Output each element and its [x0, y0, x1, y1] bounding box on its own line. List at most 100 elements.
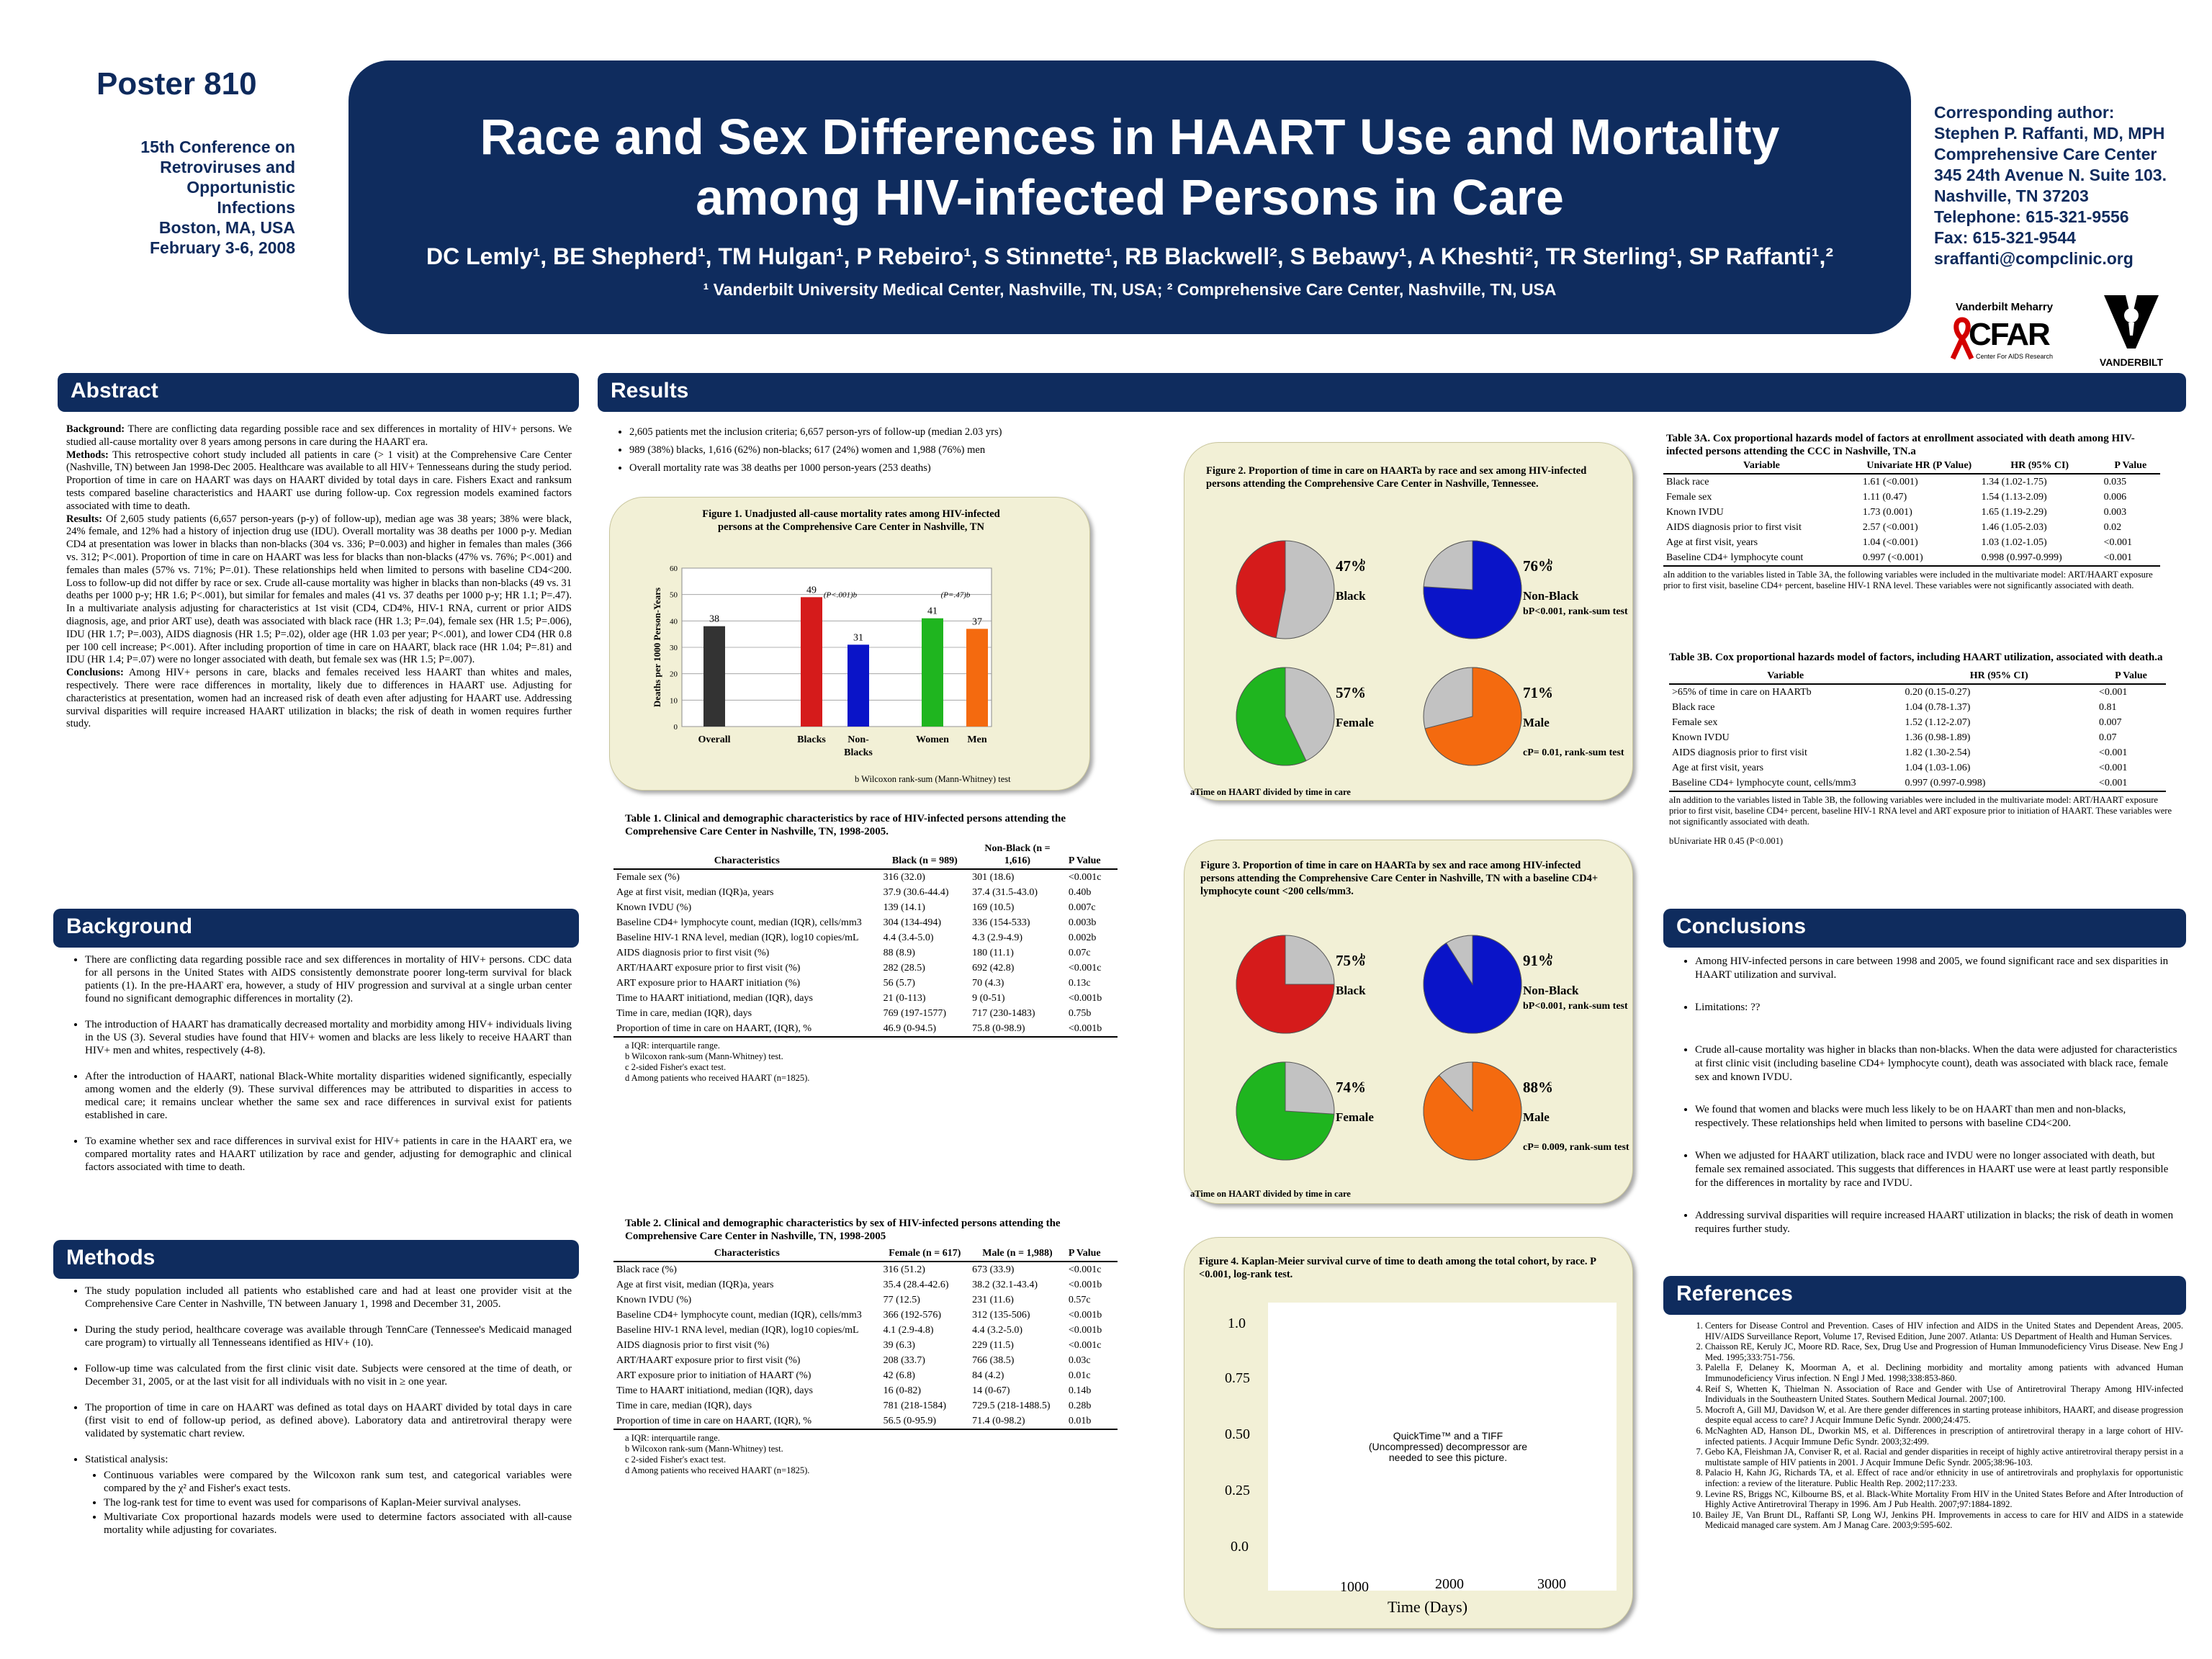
list-item: Overall mortality rate was 38 deaths per… — [629, 459, 1122, 477]
table-cell: 1.04 (1.03-1.06) — [1905, 763, 1971, 773]
table-cell: 0.007c — [1068, 902, 1096, 913]
list-item: Statistical analysis: Continuous variabl… — [85, 1453, 572, 1537]
table-cell: <0.001 — [2098, 687, 2128, 698]
table-row: Female sex 1.52 (1.12-2.07) 0.007 — [1669, 715, 2166, 730]
abstract-header: Abstract — [58, 373, 579, 412]
pie-group-label: Male — [1523, 716, 1550, 729]
reference-item: McNaghten AD, Hanson DL, Dworkin MS, et … — [1705, 1426, 2183, 1447]
table-cell: 139 (14.1) — [883, 902, 925, 913]
table-cell: 0.003b — [1068, 917, 1097, 928]
list-item: Continuous variables were compared by th… — [104, 1469, 572, 1495]
table-cell: 4.4 (3.4-5.0) — [883, 932, 934, 943]
list-item: Crude all-cause mortality was higher in … — [1695, 1043, 2180, 1084]
table-cell: 0.14b — [1068, 1385, 1092, 1396]
pie-percent-superscript: b — [1361, 951, 1366, 961]
reference-item: Centers for Disease Control and Preventi… — [1705, 1321, 2183, 1341]
table-cell: 0.20 (0.15-0.27) — [1905, 687, 1971, 698]
table-cell: 0.57c — [1068, 1295, 1091, 1305]
table-cell: 16 (0-82) — [883, 1385, 922, 1396]
pie-percent-superscript: c — [1548, 683, 1552, 693]
table-cell: 46.9 (0-94.5) — [880, 1021, 970, 1038]
table-cell: <0.001c — [1068, 1264, 1102, 1275]
bar-value-label: 49 — [806, 585, 817, 595]
table-cell: Proportion of time in care on HAART, (IQ… — [613, 1413, 881, 1430]
table-row: Age at first visit, median (IQR)a, years… — [613, 885, 1118, 900]
table-cell: <0.001 — [2098, 747, 2128, 758]
km-xaxis-title: Time (Days) — [1388, 1598, 1468, 1616]
figure1-chart: 0 10 20 30 40 50 60 Deaths per 1000 Person-Year… — [652, 565, 992, 758]
table-cell: 1.04 (<0.001) — [1862, 537, 1918, 548]
y-tick-label: 50 — [670, 591, 678, 600]
table-row: Black race (%) 316 (51.2) 673 (33.9) <0.001… — [613, 1262, 1118, 1277]
reference-item: Gebo KA, Fleishman JA, Conviser R, et al… — [1705, 1447, 2183, 1467]
table-cell: Age at first visit, years — [1672, 763, 1764, 773]
table-cell: Age at first visit, years — [1666, 537, 1758, 548]
table-cell: 88 (8.9) — [883, 948, 915, 958]
table-row: >65% of time in care on HAARTb 0.20 (0.15… — [1669, 684, 2166, 700]
y-tick-label: 60 — [670, 565, 678, 573]
table-row: Female sex (%) 316 (32.0) 301 (18.6) <0.001… — [613, 869, 1118, 885]
table-cell: 673 (33.9) — [972, 1264, 1015, 1275]
table-cell: <0.001c — [1068, 1340, 1102, 1351]
poster-title: Race and Sex Differences in HAART Use an… — [480, 109, 1780, 225]
pie-percent-label: 47% — [1336, 557, 1366, 575]
list-item: Follow-up time was calculated from the f… — [85, 1362, 572, 1388]
table-cell: AIDS diagnosis prior to first visit (%) — [616, 1340, 770, 1351]
table-cell: 316 (51.2) — [883, 1264, 925, 1275]
conclusions-header: Conclusions — [1663, 909, 2186, 948]
table-cell: Age at first visit, median (IQR)a, years — [616, 1280, 774, 1290]
table-row: AIDS diagnosis prior to first visit 2.57 … — [1663, 520, 2160, 535]
table-cell: Baseline CD4+ lymphocyte count, median (… — [616, 1310, 862, 1321]
table-cell: 37.9 (30.6-44.4) — [883, 887, 949, 898]
pie-significance-note: cP= 0.009, rank-sum test — [1523, 1142, 1629, 1153]
figure2-panel: Figure 2. Proportion of time in care on … — [1184, 442, 1633, 801]
table-cell: AIDS diagnosis prior to first visit — [1672, 747, 1807, 758]
table-cell: 1.73 (0.001) — [1862, 507, 1912, 518]
list-item: To examine whether sex and race differen… — [85, 1135, 572, 1174]
background-header: Background — [53, 909, 579, 948]
y-tick-label: 10 — [670, 696, 678, 705]
list-item: 989 (38%) blacks, 1,616 (62%) non-blacks… — [629, 441, 1122, 459]
table-cell: <0.001 — [2103, 537, 2132, 548]
table-row: Age at first visit, median (IQR)a, years… — [613, 1277, 1118, 1292]
reference-item: Palacio H, Kahn JG, Richards TA, et al. … — [1705, 1467, 2183, 1488]
table-cell: 717 (230-1483) — [972, 1008, 1035, 1019]
pie-slice — [1236, 667, 1307, 766]
affiliations: ¹ Vanderbilt University Medical Center, … — [703, 280, 1557, 299]
table-cell: Known IVDU — [1666, 507, 1724, 518]
table-cell: 0.40b — [1068, 887, 1092, 898]
pie-group-label: Female — [1336, 716, 1374, 729]
pie-slice — [1424, 667, 1522, 766]
conference-info: 15th Conference on Retroviruses and Oppo… — [140, 138, 295, 257]
table3b-grid: Variable HR (95% CI) P Value >65% of tim… — [1669, 668, 2166, 792]
y-tick-label: 20 — [670, 670, 678, 679]
table-row: Known IVDU (%) 77 (12.5) 231 (11.6) 0.57c — [613, 1292, 1118, 1308]
table-cell: 56 (5.7) — [883, 978, 915, 989]
table-cell: 56.5 (0-95.9) — [880, 1413, 970, 1430]
table-cell: 37.4 (31.5-43.0) — [972, 887, 1038, 898]
table-cell: 38.2 (32.1-43.4) — [972, 1280, 1038, 1290]
pie-significance-note: cP= 0.01, rank-sum test — [1523, 747, 1624, 758]
table-cell: 208 (33.7) — [883, 1355, 925, 1366]
table-cell: Known IVDU (%) — [616, 902, 692, 913]
y-axis-title: Deaths per 1000 Person-Years — [652, 588, 662, 707]
table-cell: 1.04 (0.78-1.37) — [1905, 702, 1971, 713]
table-cell: 0.13c — [1068, 978, 1091, 989]
table-cell: 0.81 — [2098, 702, 2117, 713]
table-row: Age at first visit, years 1.04 (1.03-1.06… — [1669, 760, 2166, 775]
table-cell: 282 (28.5) — [883, 963, 925, 974]
table-cell: 84 (4.2) — [972, 1370, 1004, 1381]
reference-item: Levine RS, Briggs NC, Kilbourne BS, et a… — [1705, 1489, 2183, 1510]
table3a-footnote: aIn addition to the variables listed in … — [1663, 570, 2153, 590]
table-cell: 1.65 (1.19-2.29) — [1981, 507, 2047, 518]
table-row: Baseline HIV-1 RNA level, median (IQR), … — [613, 1323, 1118, 1338]
table-cell: <0.001c — [1068, 963, 1102, 974]
table-row: Black race 1.04 (0.78-1.37) 0.81 — [1669, 700, 2166, 715]
table-cell: 169 (10.5) — [972, 902, 1015, 913]
corresponding-author: Corresponding author: Stephen P. Raffant… — [1934, 103, 2167, 268]
table-cell: 35.4 (28.4-42.6) — [883, 1280, 949, 1290]
list-item: After the introduction of HAART, nationa… — [85, 1070, 572, 1122]
pie-percent-superscript: b — [1361, 557, 1366, 567]
table-row: Known IVDU 1.73 (0.001) 1.65 (1.19-2.29) 0.… — [1663, 505, 2160, 520]
title-banner: Race and Sex Differences in HAART Use an… — [349, 60, 1911, 334]
